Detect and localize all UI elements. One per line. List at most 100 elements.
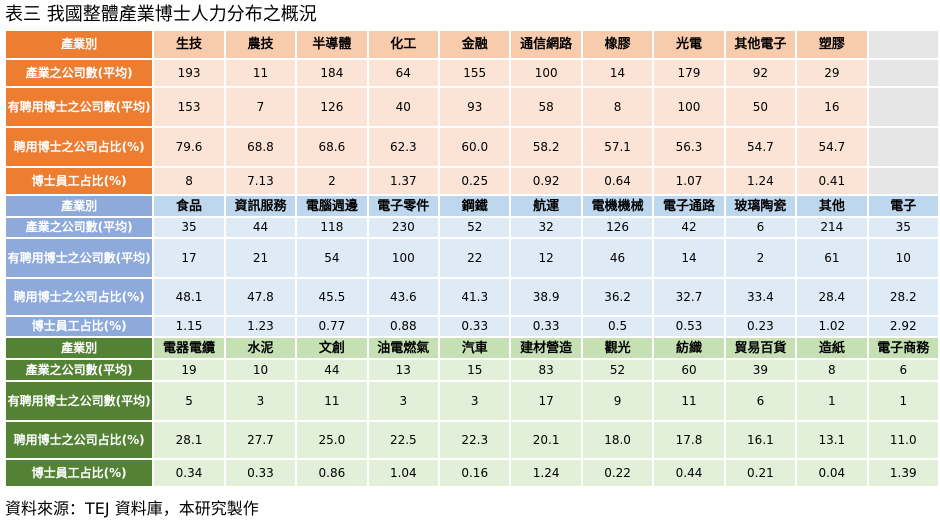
industry-name: 汽車 [438, 336, 512, 360]
industry-name: 電子零件 [366, 194, 441, 218]
data-cell: 0.92 [509, 166, 583, 196]
row-label-ratio: 聘用博士之公司占比(%) [3, 420, 155, 460]
data-cell: 39 [723, 358, 798, 382]
row-label-staff: 博士員工占比(%) [3, 458, 155, 488]
empty-cell [866, 58, 940, 88]
data-cell: 17.8 [652, 420, 726, 460]
data-cell: 54 [295, 237, 369, 279]
data-cell: 14 [652, 237, 726, 279]
industry-name: 其他 [795, 194, 869, 218]
data-cell: 7.13 [223, 166, 298, 196]
data-cell: 0.77 [295, 315, 369, 338]
data-cell: 0.53 [652, 315, 726, 338]
data-cell: 61 [795, 237, 869, 279]
data-cell: 214 [795, 216, 869, 239]
data-cell: 58 [509, 86, 583, 128]
data-cell: 93 [438, 86, 512, 128]
staff-row: 博士員工占比(%) 1.15 1.23 0.77 0.88 0.33 0.33 … [3, 315, 940, 338]
industry-name: 電子商務 [866, 336, 940, 360]
data-cell: 68.8 [223, 126, 298, 168]
data-cell: 6 [723, 380, 798, 422]
data-cell: 11.0 [866, 420, 940, 460]
data-cell: 29 [795, 58, 869, 88]
data-cell: 184 [295, 58, 369, 88]
data-cell: 8 [580, 86, 655, 128]
data-cell: 28.2 [866, 277, 940, 317]
industry-name: 航運 [509, 194, 583, 218]
data-cell: 36.2 [580, 277, 655, 317]
data-cell: 22.5 [366, 420, 441, 460]
data-cell: 68.6 [295, 126, 369, 168]
industry-name: 觀光 [580, 336, 655, 360]
data-cell: 28.4 [795, 277, 869, 317]
data-cell: 0.5 [580, 315, 655, 338]
data-cell: 54.7 [795, 126, 869, 168]
data-cell: 0.86 [295, 458, 369, 488]
industry-name: 半導體 [295, 29, 369, 60]
data-cell: 11 [652, 380, 726, 422]
data-cell: 50 [723, 86, 798, 128]
data-cell: 0.44 [652, 458, 726, 488]
table-title: 表三 我國整體產業博士人力分布之概況 [5, 4, 317, 25]
data-cell: 9 [580, 380, 655, 422]
companies-row: 產業之公司數(平均) 19 10 44 13 15 83 52 60 39 8 … [3, 358, 940, 382]
data-cell: 45.5 [295, 277, 369, 317]
data-cell: 41.3 [438, 277, 512, 317]
data-cell: 1.24 [723, 166, 798, 196]
industry-name: 電腦週邊 [295, 194, 369, 218]
data-cell: 0.23 [723, 315, 798, 338]
industry-header-row: 產業別 電器電纜 水泥 文創 油電燃氣 汽車 建材營造 觀光 紡織 貿易百貨 造… [3, 336, 940, 360]
data-cell: 0.04 [795, 458, 869, 488]
data-cell: 11 [223, 58, 298, 88]
data-cell: 42 [652, 216, 726, 239]
ratio-row: 聘用博士之公司占比(%) 79.6 68.8 68.6 62.3 60.0 58… [3, 126, 940, 168]
row-label-companies: 產業之公司數(平均) [3, 216, 155, 239]
industry-name: 水泥 [223, 336, 298, 360]
data-cell: 2 [295, 166, 369, 196]
data-cell: 48.1 [152, 277, 226, 317]
data-cell: 2 [723, 237, 798, 279]
data-cell: 100 [366, 237, 441, 279]
industry-name: 造紙 [795, 336, 869, 360]
data-cell: 0.16 [438, 458, 512, 488]
data-cell: 15 [438, 358, 512, 382]
data-cell: 230 [366, 216, 441, 239]
data-cell: 8 [795, 358, 869, 382]
data-cell: 193 [152, 58, 226, 88]
staff-row: 博士員工占比(%) 8 7.13 2 1.37 0.25 0.92 0.64 1… [3, 166, 940, 196]
data-cell: 57.1 [580, 126, 655, 168]
data-cell: 3 [223, 380, 298, 422]
data-cell: 153 [152, 86, 226, 128]
data-cell: 0.25 [438, 166, 512, 196]
data-cell: 46 [580, 237, 655, 279]
industry-header-row: 產業別 食品 資訊服務 電腦週邊 電子零件 鋼鐵 航運 電機機械 電子通路 玻璃… [3, 194, 940, 218]
data-cell: 126 [295, 86, 369, 128]
data-cell: 0.33 [509, 315, 583, 338]
data-cell: 20.1 [509, 420, 583, 460]
data-cell: 6 [866, 358, 940, 382]
data-cell: 18.0 [580, 420, 655, 460]
row-label-hiring: 有聘用博士之公司數(平均) [3, 86, 155, 128]
data-cell: 14 [580, 58, 655, 88]
data-cell: 27.7 [223, 420, 298, 460]
data-cell: 1.23 [223, 315, 298, 338]
data-cell: 54.7 [723, 126, 798, 168]
data-cell: 126 [580, 216, 655, 239]
industry-header-row: 產業別 生技 農技 半導體 化工 金融 通信網路 橡膠 光電 其他電子 塑膠 [3, 29, 940, 60]
data-cell: 5 [152, 380, 226, 422]
data-cell: 19 [152, 358, 226, 382]
data-cell: 17 [152, 237, 226, 279]
data-cell: 32 [509, 216, 583, 239]
industry-name: 油電燃氣 [366, 336, 441, 360]
industry-name: 電子 [866, 194, 940, 218]
data-cell: 118 [295, 216, 369, 239]
data-cell: 1 [866, 380, 940, 422]
industry-name: 金融 [438, 29, 512, 60]
data-cell: 52 [438, 216, 512, 239]
industry-name: 光電 [652, 29, 726, 60]
row-label-companies: 產業之公司數(平均) [3, 358, 155, 382]
industry-name: 鋼鐵 [438, 194, 512, 218]
data-cell: 10 [866, 237, 940, 279]
data-cell: 1.37 [366, 166, 441, 196]
data-cell: 92 [723, 58, 798, 88]
